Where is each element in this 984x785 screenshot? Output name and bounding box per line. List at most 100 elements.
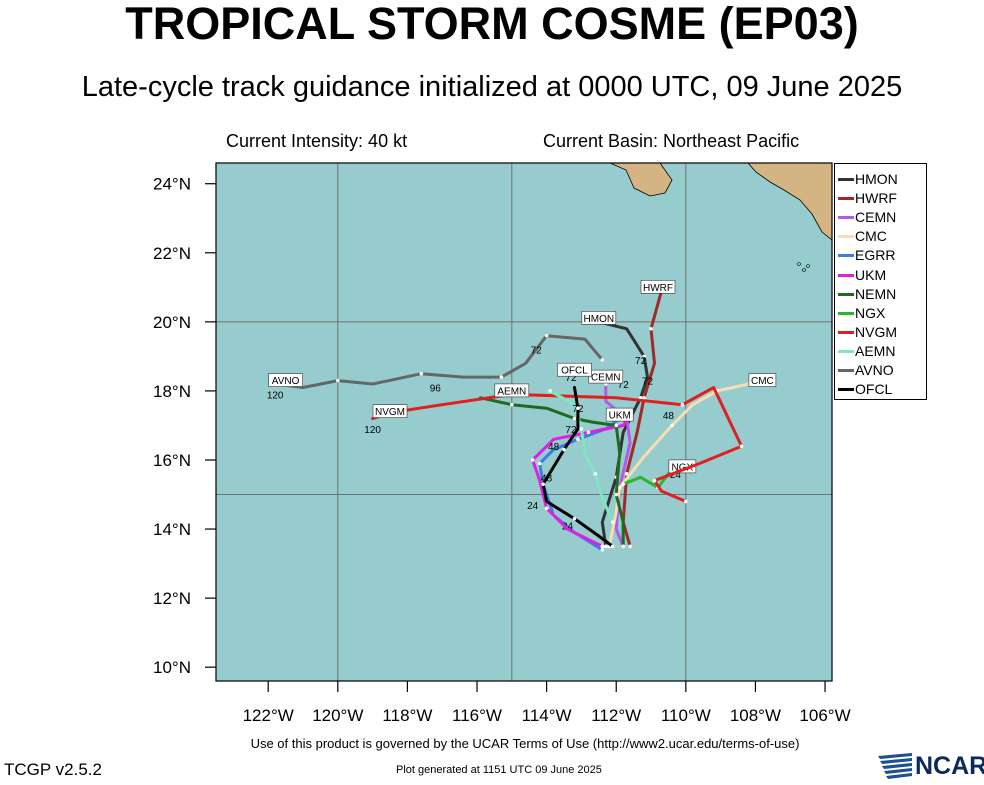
- track-point-hwrf: [628, 544, 632, 549]
- track-point-nvgm: [684, 499, 688, 504]
- track-hour-label: 120: [364, 425, 381, 436]
- legend-label-nemn: NEMN: [855, 285, 897, 302]
- track-hour-label: 72: [565, 373, 577, 384]
- track-name-box: [748, 373, 777, 387]
- track-hwrf: [621, 289, 663, 548]
- legend-item-hmon: HMON: [835, 170, 928, 189]
- legend-item-ukm: UKM: [835, 266, 928, 285]
- baja-california-land: [609, 162, 673, 197]
- legend-label-ofcl: OFCL: [855, 381, 893, 398]
- x-tick-label: 108°W: [730, 706, 781, 725]
- track-point-ukm: [530, 458, 535, 462]
- current-basin: Current Basin: Northeast Pacific: [543, 131, 800, 151]
- legend-item-egrr: EGRR: [835, 246, 928, 265]
- track-point-hmon: [603, 544, 608, 549]
- track-point-egrr: [576, 437, 580, 442]
- track-point-ukm: [600, 544, 605, 549]
- track-point-nemn: [572, 416, 577, 421]
- chart-title: TROPICAL STORM COSME (EP03): [125, 0, 859, 49]
- track-point-hmon: [642, 354, 646, 359]
- version-label: TCGP v2.5.2: [4, 760, 102, 779]
- legend-label-ngx: NGX: [855, 304, 886, 321]
- terms-of-use: Use of this product is governed by the U…: [250, 736, 800, 751]
- track-name-label: AVNO: [272, 376, 300, 387]
- track-point-hwrf: [642, 396, 646, 400]
- track-name-box: [557, 362, 592, 377]
- legend-label-cmc: CMC: [855, 228, 887, 245]
- legend-item-hwrf: HWRF: [835, 189, 928, 208]
- legend-swatch-ukm: [838, 273, 854, 277]
- track-hour-label: 24: [527, 501, 539, 512]
- legend-item-cemn: CEMN: [835, 208, 928, 227]
- y-tick-label: 18°N: [153, 382, 191, 401]
- legend-label-egrr: EGRR: [855, 247, 896, 264]
- track-hour-label: 48: [541, 473, 553, 484]
- track-point-egrr: [537, 461, 542, 466]
- track-hour-label: 72: [618, 380, 630, 391]
- track-point-aemn: [579, 427, 584, 431]
- legend: HMON HWRF CEMN CMC EGRR UKM NEMN NGX NVGM AEMN AVN…: [834, 163, 927, 400]
- legend-swatch-nemn: [838, 292, 854, 296]
- track-hour-label: 24: [670, 470, 682, 481]
- x-tick-label: 116°W: [452, 706, 502, 725]
- x-tick-label: 110°W: [661, 706, 711, 725]
- track-point-avno: [499, 375, 504, 379]
- chart-subtitle: Late-cycle track guidance initialized at…: [81, 71, 903, 103]
- y-tick-label: 22°N: [153, 244, 191, 263]
- track-name-label: AEMN: [497, 386, 526, 397]
- x-tick-label: 114°W: [522, 706, 572, 725]
- x-tick-label: 120°W: [312, 706, 363, 725]
- track-nemn: [479, 396, 625, 548]
- track-name-box: [494, 383, 530, 398]
- track-name-label: NGX: [672, 462, 694, 473]
- track-point-cmc: [617, 485, 622, 490]
- track-point-hmon: [638, 396, 643, 400]
- legend-label-nvgm: NVGM: [855, 323, 897, 340]
- track-point-aemn: [593, 472, 598, 476]
- legend-swatch-egrr: [838, 254, 854, 258]
- y-tick-label: 16°N: [153, 451, 191, 470]
- track-name-label: CMC: [751, 376, 774, 387]
- track-point-aemn: [610, 520, 615, 524]
- legend-item-aemn: AEMN: [835, 342, 928, 361]
- track-name-label: CEMN: [591, 373, 620, 384]
- legend-label-cemn: CEMN: [855, 209, 897, 226]
- track-point-ukm: [586, 430, 591, 435]
- ocean-background: [216, 163, 832, 681]
- y-tick-label: 14°N: [153, 520, 191, 539]
- track-point-nvgm: [739, 444, 744, 448]
- track-point-ofcl: [562, 447, 566, 452]
- track-point-avno: [600, 358, 605, 362]
- track-point-nemn: [614, 492, 619, 497]
- track-hour-label: 48: [548, 442, 560, 453]
- ncar-logo: NCAR: [878, 752, 984, 780]
- track-point-ofcl: [572, 516, 577, 521]
- track-point-nvgm: [680, 402, 685, 407]
- legend-label-aemn: AEMN: [855, 342, 896, 359]
- track-point-aemn: [548, 389, 552, 393]
- track-hour-label: 72: [635, 356, 647, 367]
- island-marker: [802, 268, 806, 272]
- track-point-ofcl: [541, 482, 545, 486]
- track-point-hwrf: [649, 326, 653, 331]
- legend-swatch-hwrf: [838, 197, 854, 201]
- track-name-label: OFCL: [561, 366, 588, 377]
- legend-label-hmon: HMON: [855, 171, 898, 187]
- track-point-avno: [336, 378, 340, 383]
- track-point-nemn: [614, 423, 619, 428]
- track-hour-label: 96: [430, 383, 442, 394]
- legend-item-avno: AVNO: [835, 361, 928, 380]
- x-tick-label: 118°W: [382, 706, 432, 725]
- legend-swatch-cmc: [838, 235, 854, 239]
- y-tick-label: 24°N: [153, 175, 191, 194]
- legend-swatch-cemn: [838, 216, 854, 220]
- track-name-box: [372, 404, 408, 418]
- legend-swatch-avno: [838, 369, 854, 372]
- x-tick-label: 112°W: [591, 706, 641, 725]
- track-hour-label: 120: [267, 390, 284, 401]
- legend-item-cmc: CMC: [835, 227, 928, 246]
- legend-swatch-ngx: [838, 311, 854, 315]
- track-ofcl: [541, 386, 615, 548]
- x-tick-label: 122°W: [243, 706, 294, 725]
- track-nvgm: [371, 386, 743, 503]
